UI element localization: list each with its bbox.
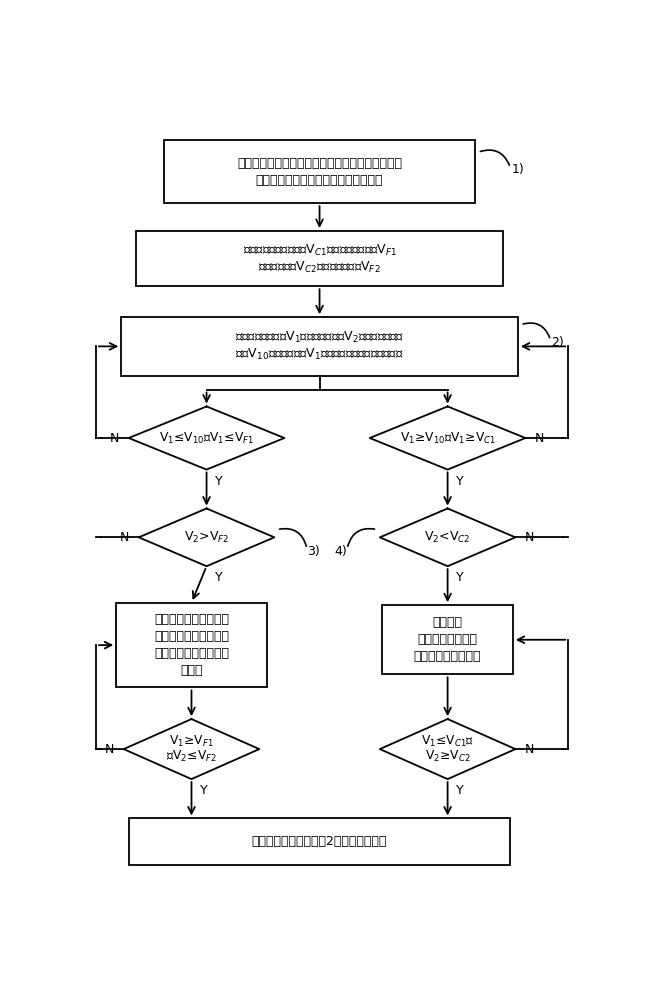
Text: N: N: [525, 531, 534, 544]
Text: N: N: [535, 432, 544, 445]
Text: V$_1$≤V$_{10}$且V$_1$≤V$_{F1}$: V$_1$≤V$_{10}$且V$_1$≤V$_{F1}$: [159, 430, 254, 446]
Text: N: N: [525, 743, 534, 756]
Bar: [121, 317, 518, 376]
Text: 双向斩波模块单元: 双向斩波模块单元: [417, 633, 478, 646]
Text: 实时监测直流网压V$_1$、超级电容电压V$_2$、直流母线空载: 实时监测直流网压V$_1$、超级电容电压V$_2$、直流母线空载: [235, 330, 404, 345]
Text: 元为直流牵引网提供电: 元为直流牵引网提供电: [154, 647, 229, 660]
Text: 停止、并跳转执行步骤2）等待后续指令: 停止、并跳转执行步骤2）等待后续指令: [252, 835, 388, 848]
Bar: [129, 818, 511, 865]
Bar: [116, 603, 267, 687]
Text: N: N: [120, 531, 130, 544]
Polygon shape: [380, 719, 515, 779]
Text: V$_2$>V$_{F2}$: V$_2$>V$_{F2}$: [184, 530, 229, 545]
Text: V$_1$≤V$_{C1}$或: V$_1$≤V$_{C1}$或: [421, 734, 474, 749]
Text: 2): 2): [551, 336, 564, 349]
Text: Y: Y: [215, 475, 223, 488]
Text: 4): 4): [334, 545, 347, 558]
Text: Y: Y: [456, 784, 464, 797]
Text: 过两个双向斩波模块单: 过两个双向斩波模块单: [154, 630, 229, 643]
Bar: [136, 231, 503, 286]
Text: Y: Y: [215, 571, 223, 584]
Text: V$_2$<V$_{C2}$: V$_2$<V$_{C2}$: [424, 530, 471, 545]
Text: 通过两个: 通过两个: [433, 616, 463, 629]
Text: 为超级电容单元充电: 为超级电容单元充电: [414, 650, 481, 663]
Polygon shape: [380, 508, 515, 566]
Text: 配置两个双向斩波模块单元的连接方式: 配置两个双向斩波模块单元的连接方式: [256, 174, 384, 187]
Polygon shape: [124, 719, 259, 779]
Text: V$_1$≥V$_{10}$且V$_1$≥V$_{C1}$: V$_1$≥V$_{10}$且V$_1$≥V$_{C1}$: [400, 430, 496, 446]
Text: N: N: [105, 743, 114, 756]
Text: V$_2$≥V$_{C2}$: V$_2$≥V$_{C2}$: [425, 749, 470, 764]
Text: 1): 1): [511, 163, 524, 176]
Text: Y: Y: [456, 475, 464, 488]
Text: Y: Y: [456, 571, 464, 584]
Text: Y: Y: [200, 784, 208, 797]
Polygon shape: [129, 406, 284, 470]
Text: 压补偿: 压补偿: [180, 664, 203, 677]
Bar: [164, 140, 475, 203]
Text: 超级电容单元放电并通: 超级电容单元放电并通: [154, 613, 229, 626]
Text: 充电上限电压V$_{C2}$、放电下限电压V$_{F2}$: 充电上限电压V$_{C2}$、放电下限电压V$_{F2}$: [259, 260, 381, 275]
Bar: [382, 605, 513, 674]
Text: 将直流牵引网通过斩波单元和超级电容单元相连，: 将直流牵引网通过斩波单元和超级电容单元相连，: [237, 157, 402, 170]
Polygon shape: [139, 508, 274, 566]
Text: V$_1$≥V$_{F1}$: V$_1$≥V$_{F1}$: [169, 734, 214, 749]
Text: 初始化充电电压门槛值V$_{C1}$、放电电压门槛值V$_{F1}$: 初始化充电电压门槛值V$_{C1}$、放电电压门槛值V$_{F1}$: [242, 243, 397, 258]
Text: 电压V$_{10}$，当直流网压V$_1$发生变化时排除网压变化干扰: 电压V$_{10}$，当直流网压V$_1$发生变化时排除网压变化干扰: [235, 347, 404, 362]
Text: 或V$_2$≤V$_{F2}$: 或V$_2$≤V$_{F2}$: [166, 749, 217, 764]
Polygon shape: [370, 406, 526, 470]
Text: N: N: [110, 432, 119, 445]
Text: 3): 3): [307, 545, 320, 558]
